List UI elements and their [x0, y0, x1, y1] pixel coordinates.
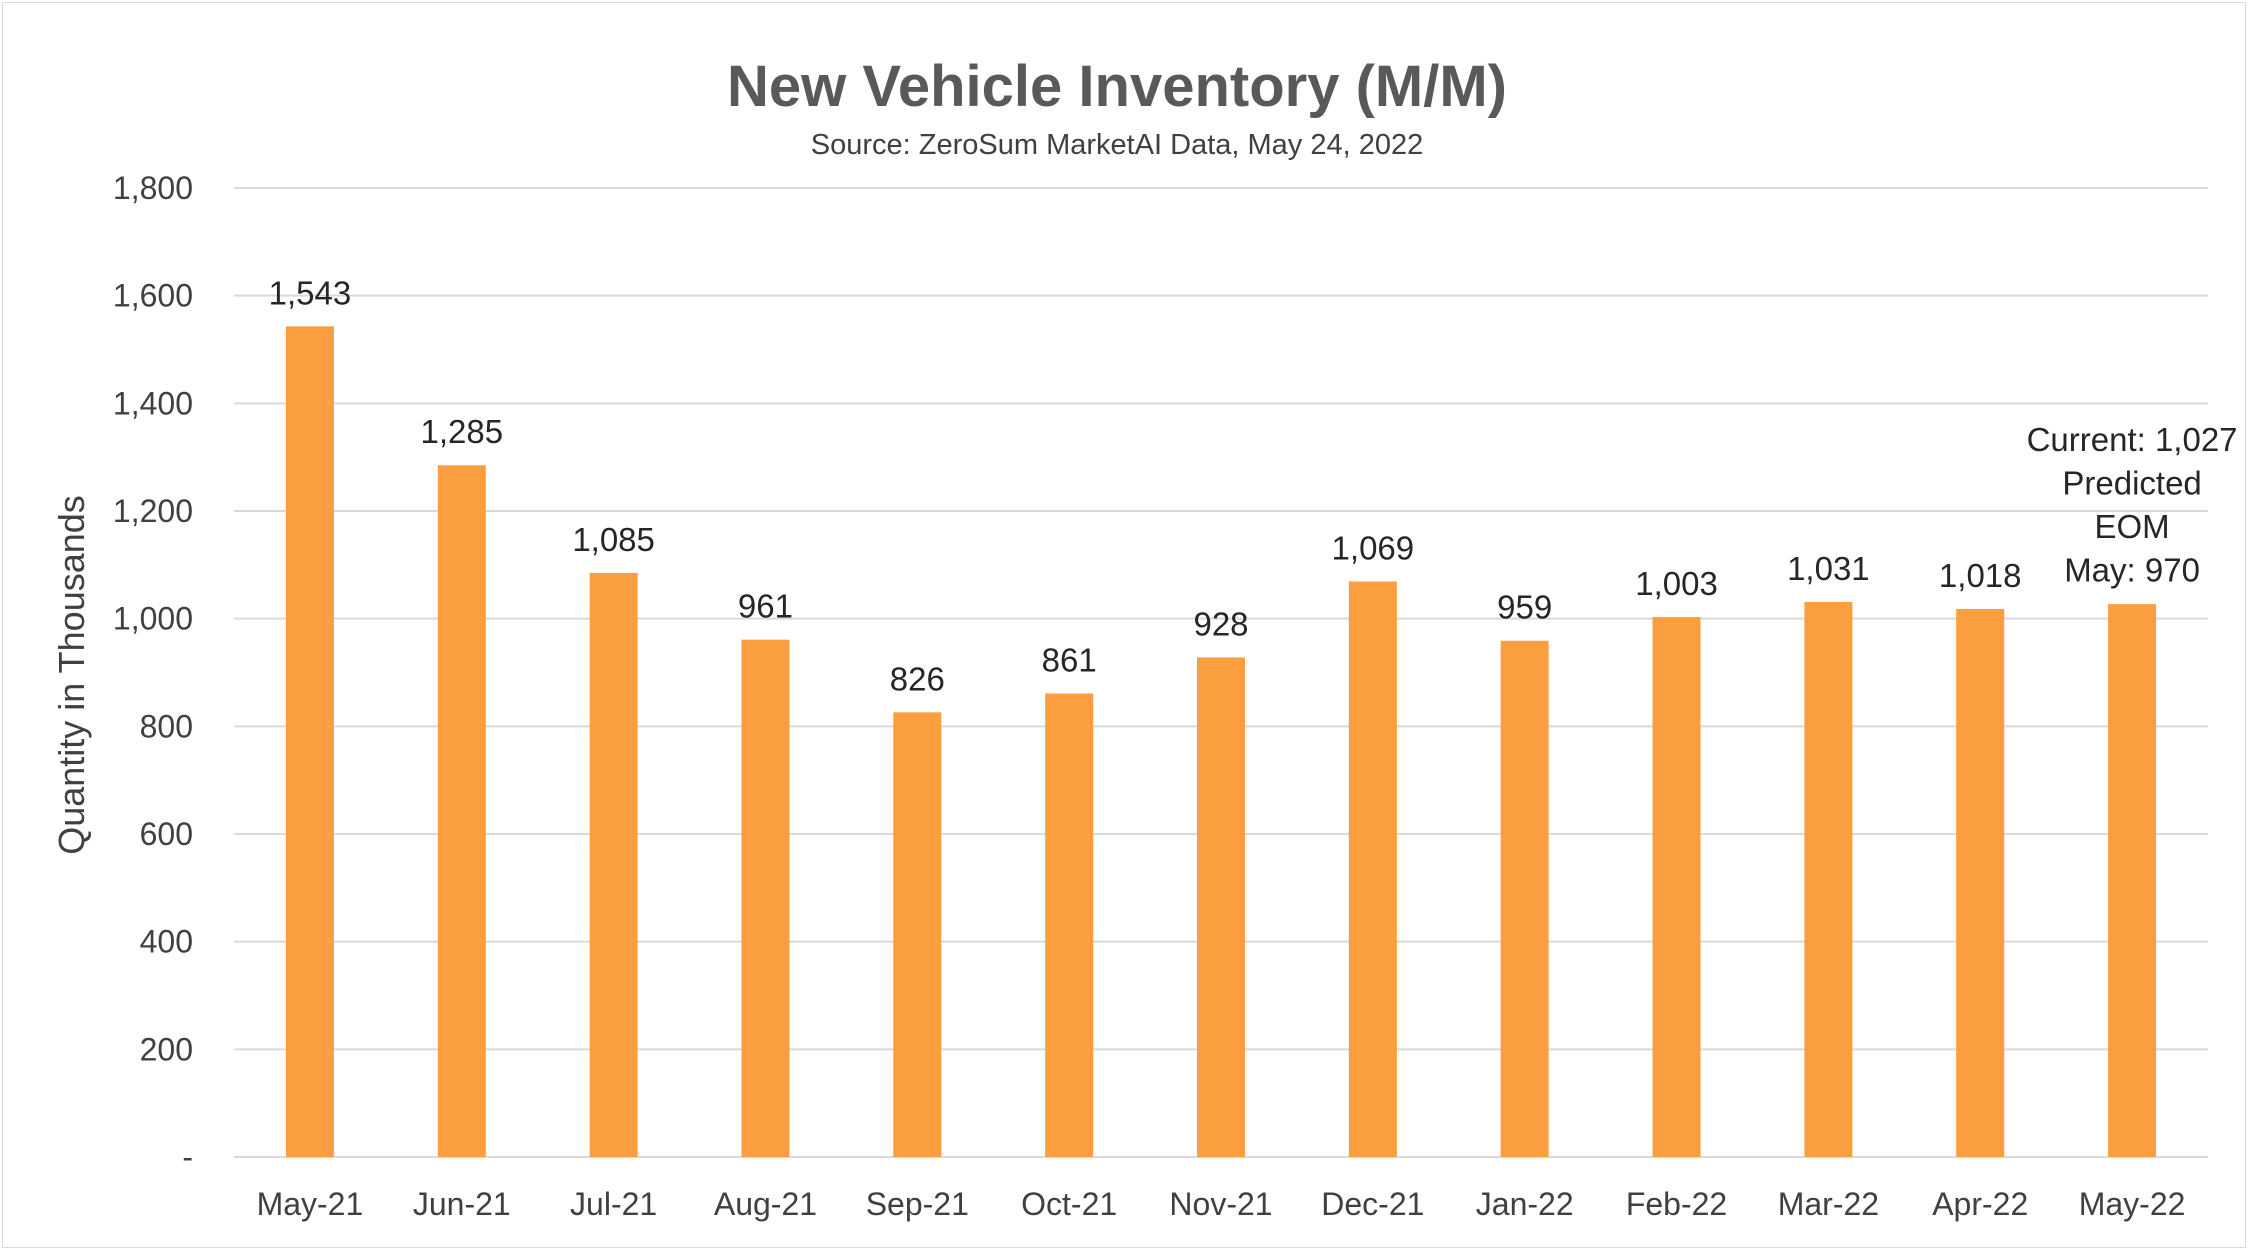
- data-label: 961: [738, 588, 793, 625]
- data-label: 928: [1193, 605, 1248, 642]
- bar: [741, 640, 789, 1157]
- bar: [1653, 617, 1701, 1157]
- bar: [1349, 582, 1397, 1157]
- y-tick-label: 1,400: [113, 385, 193, 421]
- bars: [286, 326, 2156, 1157]
- data-label: 826: [890, 660, 945, 697]
- data-label: 1,069: [1332, 530, 1415, 567]
- annotation-line: EOM: [2094, 508, 2169, 545]
- data-label: 1,085: [572, 521, 655, 558]
- x-tick-label: Oct-21: [1021, 1186, 1117, 1222]
- x-tick-label: Mar-22: [1778, 1186, 1879, 1222]
- x-tick-label: Nov-21: [1169, 1186, 1272, 1222]
- x-tick-label: Aug-21: [714, 1186, 817, 1222]
- data-labels: 1,543 1,285 1,085 961 826 861 928 1,069 959 1,003…: [269, 274, 2022, 697]
- data-label: 1,031: [1787, 550, 1870, 587]
- bar: [1956, 609, 2004, 1157]
- y-tick-label: -: [182, 1139, 193, 1175]
- y-tick-label: 1,200: [113, 493, 193, 529]
- x-tick-label: Sep-21: [866, 1186, 969, 1222]
- bar: [1804, 602, 1852, 1157]
- x-tick-label: Feb-22: [1626, 1186, 1727, 1222]
- y-axis-title: Quantity in Thousands: [51, 495, 92, 855]
- x-tick-label: May-21: [257, 1186, 364, 1222]
- data-label: 1,003: [1635, 565, 1718, 602]
- bar: [893, 712, 941, 1157]
- y-tick-label: 800: [140, 708, 193, 744]
- bar: [2108, 604, 2156, 1157]
- data-label: 1,543: [269, 274, 352, 311]
- x-tick-label: Jul-21: [570, 1186, 657, 1222]
- y-tick-label: 1,600: [113, 278, 193, 314]
- x-tick-label: Apr-22: [1932, 1186, 2028, 1222]
- x-axis-ticks: May-21 Jun-21 Jul-21 Aug-21 Sep-21 Oct-21 Nov-…: [257, 1186, 2186, 1222]
- bar-chart: New Vehicle Inventory (M/M) Source: Zero…: [0, 0, 2250, 1252]
- data-label: 1,285: [420, 413, 503, 450]
- data-label: 1,018: [1939, 557, 2022, 594]
- bar: [438, 465, 486, 1157]
- bar: [590, 573, 638, 1157]
- annotation-line: May: 970: [2064, 552, 2200, 589]
- chart-title: New Vehicle Inventory (M/M): [727, 54, 1507, 119]
- y-tick-label: 600: [140, 816, 193, 852]
- chart-subtitle: Source: ZeroSum MarketAI Data, May 24, 2…: [811, 129, 1424, 161]
- bar: [286, 326, 334, 1157]
- x-tick-label: Dec-21: [1321, 1186, 1424, 1222]
- bar: [1197, 657, 1245, 1157]
- annotation: Current: 1,027 Predicted EOM May: 970: [2027, 421, 2238, 589]
- data-label: 959: [1497, 589, 1552, 626]
- annotation-line: Current: 1,027: [2027, 421, 2238, 458]
- bar: [1501, 641, 1549, 1157]
- data-label: 861: [1042, 641, 1097, 678]
- y-tick-label: 200: [140, 1031, 193, 1067]
- bar: [1045, 693, 1093, 1157]
- y-tick-label: 1,800: [113, 170, 193, 206]
- x-tick-label: Jun-21: [413, 1186, 511, 1222]
- x-tick-label: Jan-22: [1476, 1186, 1574, 1222]
- annotation-line: Predicted: [2062, 465, 2201, 502]
- y-tick-label: 1,000: [113, 601, 193, 637]
- y-axis-ticks: - 200 400 600 800 1,000 1,200 1,400 1,600 1,800: [113, 170, 193, 1175]
- x-tick-label: May-22: [2079, 1186, 2186, 1222]
- y-tick-label: 400: [140, 924, 193, 960]
